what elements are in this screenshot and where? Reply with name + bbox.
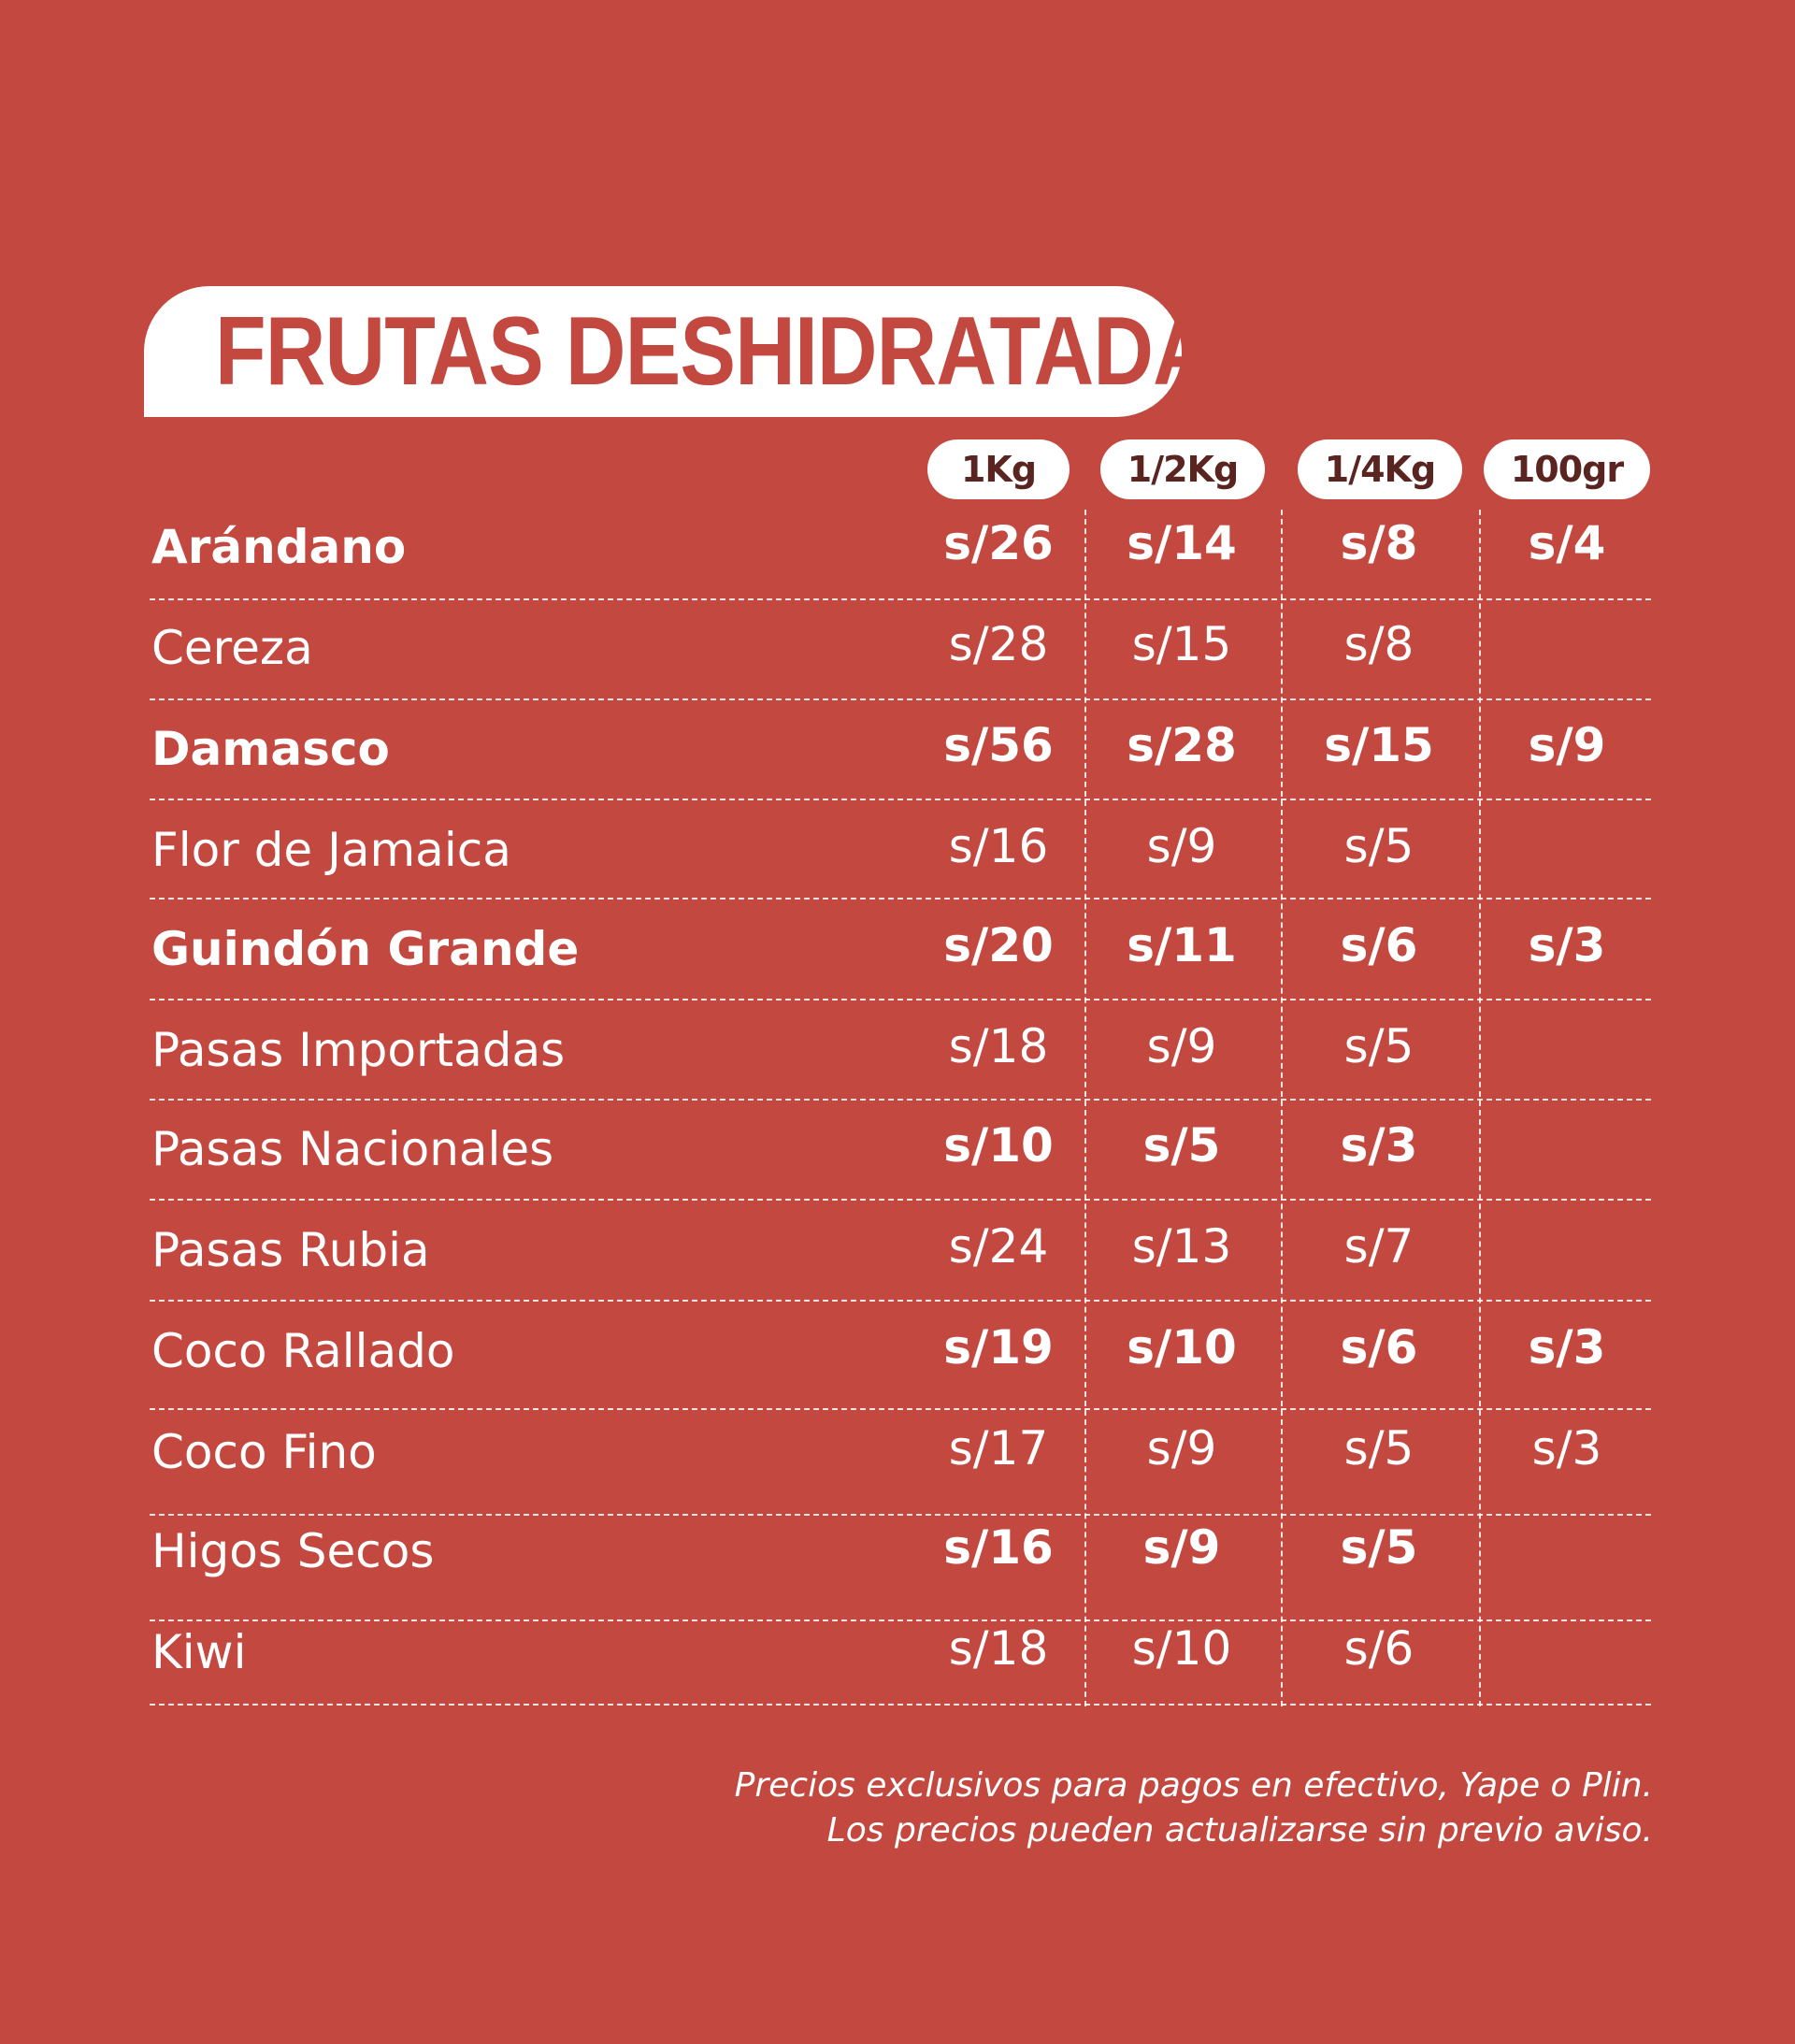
product-name: Arándano xyxy=(151,520,407,574)
product-name: Kiwi xyxy=(151,1625,247,1679)
column-divider xyxy=(1479,510,1481,1706)
price-cell: s/18 xyxy=(948,1621,1049,1676)
price-cell: s/24 xyxy=(948,1219,1049,1274)
price-cell: s/10 xyxy=(943,1118,1054,1173)
price-cell: s/3 xyxy=(1340,1118,1418,1173)
page-title: FRUTAS DESHIDRATADAS xyxy=(215,297,1268,406)
price-cell: s/6 xyxy=(1340,1320,1418,1375)
column-header-half-kg: 1/2Kg xyxy=(1100,439,1265,499)
price-cell: s/26 xyxy=(943,516,1054,570)
price-cell: s/18 xyxy=(948,1019,1049,1073)
row-divider xyxy=(150,1099,1651,1101)
row-divider xyxy=(150,999,1651,1000)
product-name: Damasco xyxy=(151,722,390,776)
price-cell: s/16 xyxy=(948,819,1049,873)
row-divider xyxy=(150,1408,1651,1410)
price-cell: s/17 xyxy=(948,1421,1049,1475)
price-cell: s/3 xyxy=(1528,1320,1606,1375)
price-note-line-1: Precios exclusivos para pagos en efectiv… xyxy=(734,1766,1653,1805)
price-cell: s/28 xyxy=(1127,718,1237,772)
price-cell: s/10 xyxy=(1131,1621,1232,1676)
price-cell: s/15 xyxy=(1131,617,1232,671)
price-cell: s/7 xyxy=(1343,1219,1414,1274)
price-cell: s/56 xyxy=(943,718,1054,772)
product-name: Coco Rallado xyxy=(151,1324,455,1378)
price-cell: s/15 xyxy=(1324,718,1434,772)
price-cell: s/11 xyxy=(1127,918,1237,972)
price-cell: s/13 xyxy=(1131,1219,1232,1274)
price-cell: s/9 xyxy=(1528,718,1606,772)
price-cell: s/20 xyxy=(943,918,1054,972)
row-divider xyxy=(150,1300,1651,1302)
product-name: Pasas Nacionales xyxy=(151,1122,554,1176)
price-cell: s/5 xyxy=(1142,1118,1221,1173)
column-header-1kg: 1Kg xyxy=(927,439,1070,499)
price-cell: s/3 xyxy=(1531,1421,1602,1475)
price-cell: s/5 xyxy=(1343,819,1414,873)
row-divider xyxy=(150,799,1651,800)
column-divider xyxy=(1084,510,1086,1706)
product-name: Higos Secos xyxy=(151,1524,435,1578)
price-cell: s/5 xyxy=(1343,1421,1414,1475)
row-divider xyxy=(150,898,1651,900)
row-divider xyxy=(150,1514,1651,1516)
price-cell: s/9 xyxy=(1146,819,1217,873)
price-cell: s/3 xyxy=(1528,918,1606,972)
row-divider xyxy=(150,1619,1651,1621)
column-header-quarter-kg: 1/4Kg xyxy=(1298,439,1462,499)
price-cell: s/8 xyxy=(1343,617,1414,671)
price-cell: s/4 xyxy=(1528,516,1606,570)
product-name: Flor de Jamaica xyxy=(151,823,511,877)
price-cell: s/9 xyxy=(1146,1421,1217,1475)
price-cell: s/9 xyxy=(1142,1520,1221,1575)
price-cell: s/5 xyxy=(1340,1520,1418,1575)
column-header-100gr: 100gr xyxy=(1484,439,1650,499)
product-name: Pasas Importadas xyxy=(151,1023,566,1077)
price-cell: s/28 xyxy=(948,617,1049,671)
price-cell: s/6 xyxy=(1343,1621,1414,1676)
price-cell: s/6 xyxy=(1340,918,1418,972)
price-cell: s/19 xyxy=(943,1320,1054,1375)
row-divider xyxy=(150,1704,1651,1706)
price-cell: s/8 xyxy=(1340,516,1418,570)
column-divider xyxy=(1281,510,1283,1706)
product-name: Coco Fino xyxy=(151,1425,377,1479)
price-cell: s/16 xyxy=(943,1520,1054,1575)
price-cell: s/5 xyxy=(1343,1019,1414,1073)
price-cell: s/14 xyxy=(1127,516,1237,570)
price-cell: s/9 xyxy=(1146,1019,1217,1073)
product-name: Pasas Rubia xyxy=(151,1223,430,1277)
title-banner xyxy=(144,286,1182,417)
product-name: Cereza xyxy=(151,621,313,675)
price-note-line-2: Los precios pueden actualizarse sin prev… xyxy=(826,1811,1653,1850)
price-cell: s/10 xyxy=(1127,1320,1237,1375)
row-divider xyxy=(150,598,1651,600)
row-divider xyxy=(150,698,1651,700)
product-name: Guindón Grande xyxy=(151,922,580,976)
row-divider xyxy=(150,1199,1651,1201)
